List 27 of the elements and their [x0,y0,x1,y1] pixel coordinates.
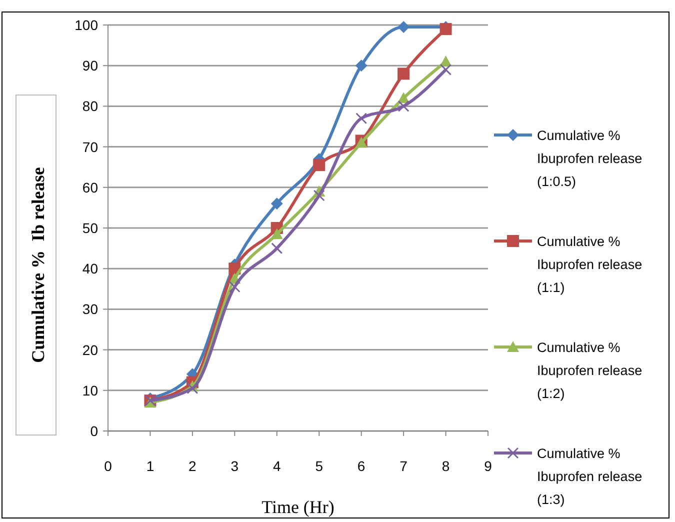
y-tick-label: 40 [82,260,98,277]
x-axis-title: Time (Hr) [262,497,334,517]
x-tick-label: 6 [357,458,366,474]
x-tick-label: 4 [272,458,281,474]
legend-label: Cumulative % Ibuprofen release (1:0.5) [537,128,642,189]
y-tick-label: 60 [82,179,98,196]
y-tick-label: 30 [82,301,98,318]
x-tick-label: 3 [230,458,239,474]
y-tick-label: 90 [82,58,98,74]
y-tick-label: 100 [74,17,98,33]
x-tick-label: 8 [442,458,450,474]
y-tick-label: 20 [82,342,98,358]
y-tick-label: 80 [82,98,98,114]
x-tick-label: 9 [484,458,492,474]
x-tick-label: 5 [315,458,324,474]
y-tick-label: 10 [82,382,98,398]
legend-label: Cumulative % Ibuprofen release (1:2) [537,340,642,401]
legend-label: Cumulative % Ibuprofen release (1:1) [537,234,642,295]
x-tick-label: 2 [188,458,197,474]
x-tick-label: 7 [400,458,408,474]
legend-label: Cumulative % Ibuprofen release (1:3) [537,446,642,507]
x-tick-label: 0 [104,458,112,474]
y-tick-label: 50 [82,220,98,236]
y-tick-label: 70 [82,138,98,155]
y-axis-title: Cumulative % Ib release [28,167,48,363]
x-tick-label: 1 [146,458,154,474]
y-tick-label: 0 [90,423,98,439]
